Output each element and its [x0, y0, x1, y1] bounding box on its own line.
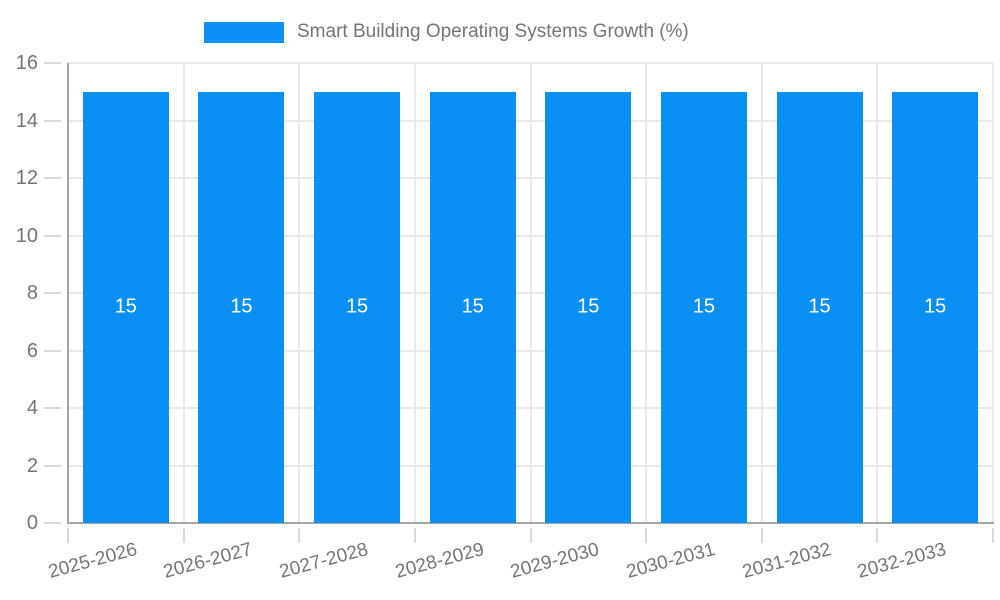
y-tick — [44, 292, 61, 294]
x-tick — [413, 528, 416, 543]
bar-value-label: 15 — [230, 295, 253, 318]
x-gridline — [529, 63, 532, 523]
y-tick — [44, 234, 61, 237]
x-axis-line — [67, 522, 994, 524]
bar — [429, 91, 516, 523]
bar-value-label: 15 — [345, 295, 369, 318]
x-tick — [529, 528, 532, 543]
bar — [660, 91, 747, 523]
bar — [892, 91, 979, 523]
bar-value-label: 15 — [577, 295, 600, 318]
y-tick — [44, 349, 61, 352]
bar-value-label: 15 — [692, 295, 716, 318]
x-gridline — [182, 63, 185, 523]
y-tick-label: 6 — [26, 339, 38, 362]
legend-swatch — [204, 21, 284, 43]
x-tick — [760, 528, 763, 543]
bar-value-label: 15 — [461, 295, 484, 318]
y-tick — [44, 62, 61, 64]
x-tick — [876, 528, 879, 543]
y-tick — [44, 407, 61, 409]
y-tick — [44, 522, 61, 524]
x-gridline — [992, 63, 994, 523]
y-tick-label: 2 — [26, 454, 38, 477]
y-axis-line — [67, 63, 69, 523]
bar-value-label: 15 — [808, 295, 831, 318]
x-tick — [645, 528, 648, 543]
legend-item[interactable]: Smart Building Operating Systems Growth … — [204, 20, 689, 44]
x-tick — [182, 528, 185, 543]
y-tick-label: 10 — [15, 224, 38, 247]
y-tick-label: 14 — [15, 109, 38, 132]
y-tick-label: 16 — [15, 52, 38, 74]
bar-value-label: 15 — [924, 295, 947, 318]
bar — [776, 91, 863, 523]
x-gridline — [298, 63, 301, 523]
y-tick — [44, 119, 61, 122]
bar — [545, 91, 632, 523]
bar — [82, 91, 169, 523]
x-gridline — [876, 63, 879, 523]
plot-area: 0 2 4 6 8 10 12 14 16 15 2025-2026 15 2026-2027 15 202… — [16, 52, 994, 583]
x-tick — [67, 528, 69, 543]
y-tick-label: 0 — [26, 512, 38, 534]
x-gridline — [413, 63, 416, 523]
y-tick-label: 8 — [26, 282, 38, 304]
y-tick-label: 12 — [15, 167, 38, 189]
y-tick — [44, 177, 61, 179]
bar — [198, 91, 285, 523]
x-tick — [298, 528, 301, 543]
y-tick — [44, 464, 61, 467]
x-gridline — [645, 63, 648, 523]
bar-value-label: 15 — [114, 295, 137, 318]
legend-label: Smart Building Operating Systems Growth … — [297, 21, 689, 42]
x-gridline — [760, 63, 763, 523]
x-tick — [992, 528, 994, 543]
bar — [314, 91, 401, 523]
y-tick-label: 4 — [26, 397, 38, 419]
